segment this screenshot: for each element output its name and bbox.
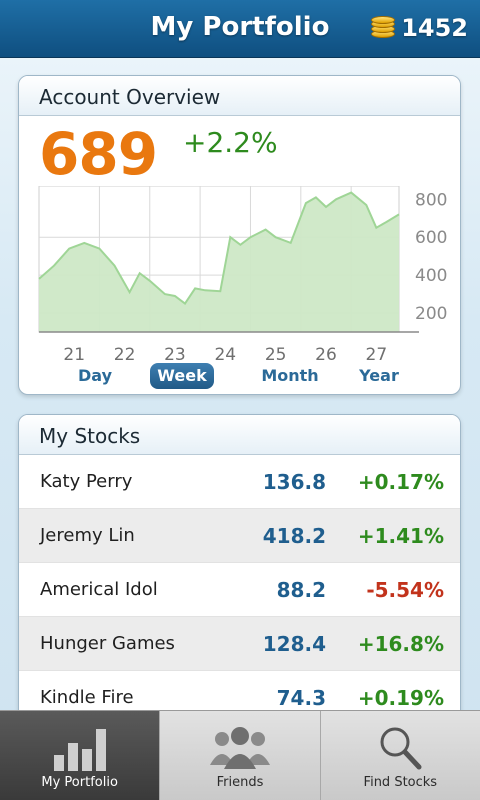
stock-list: Katy Perry 136.8 +0.17% Jeremy Lin 418.2 +1.4… [19, 455, 460, 725]
x-tick-label: 21 [63, 345, 85, 365]
x-tick-label: 22 [114, 345, 136, 365]
stock-change: +0.17% [357, 469, 444, 494]
tab-my-portfolio[interactable]: My Portfolio [0, 711, 161, 800]
people-icon [209, 727, 270, 769]
portfolio-change: +2.2% [183, 126, 278, 159]
coin-stack-icon [371, 16, 396, 40]
range-month[interactable]: Month [261, 366, 319, 385]
time-range-selector: Day Week Month Year [19, 363, 460, 391]
stock-change: -5.54% [366, 577, 444, 602]
stock-name: Kindle Fire [40, 687, 134, 708]
stock-price: 74.3 [276, 685, 326, 710]
magnifier-icon [380, 727, 422, 770]
my-stocks-card: My Stocks Katy Perry 136.8 +0.17% Jeremy Li… [18, 414, 461, 734]
stock-row[interactable]: Kindle Fire 74.3 +0.19% [19, 671, 460, 725]
x-tick-label: 26 [315, 345, 337, 365]
account-overview-title: Account Overview [19, 76, 460, 116]
range-week[interactable]: Week [150, 363, 214, 389]
stock-change: +16.8% [357, 631, 444, 656]
stock-price: 136.8 [262, 469, 326, 494]
stock-price: 88.2 [276, 577, 326, 602]
series-line [38, 191, 400, 306]
x-tick-label: 27 [366, 345, 388, 365]
stock-row[interactable]: Katy Perry 136.8 +0.17% [19, 455, 460, 509]
tab-label-my-portfolio: My Portfolio [41, 775, 118, 790]
tab-label-friends: Friends [216, 775, 264, 790]
stock-price: 418.2 [262, 523, 326, 548]
stock-row[interactable]: Jeremy Lin 418.2 +1.41% [19, 509, 460, 563]
page-title: My Portfolio [150, 12, 330, 42]
series-area [39, 192, 399, 332]
stock-change: +0.19% [357, 685, 444, 710]
tab-find-stocks[interactable]: Find Stocks [321, 711, 480, 800]
bottom-tab-bar: My Portfolio Friends Find Stocks [0, 710, 480, 800]
portfolio-value: 689 [39, 120, 158, 188]
coin-balance[interactable]: 1452 [371, 14, 468, 42]
tab-label-find-stocks: Find Stocks [363, 775, 438, 790]
stock-name: Katy Perry [40, 471, 133, 492]
stock-name: Jeremy Lin [40, 525, 135, 546]
stock-price: 128.4 [262, 631, 326, 656]
y-tick-label: 600 [415, 228, 447, 248]
x-tick-label: 23 [164, 345, 186, 365]
portfolio-chart: 800 600 400 200 21 22 23 24 25 26 27 [38, 186, 447, 365]
y-tick-label: 400 [415, 266, 447, 286]
top-bar: My Portfolio 1452 [0, 0, 480, 58]
y-tick-label: 200 [415, 304, 447, 324]
stock-change: +1.41% [357, 523, 444, 548]
bar-chart-icon [53, 729, 106, 771]
stock-row[interactable]: Hunger Games 128.4 +16.8% [19, 617, 460, 671]
x-tick-label: 24 [214, 345, 236, 365]
range-day[interactable]: Day [77, 366, 112, 385]
x-tick-label: 25 [265, 345, 287, 365]
y-tick-label: 800 [415, 190, 447, 210]
my-stocks-title: My Stocks [19, 415, 460, 455]
coin-count: 1452 [401, 14, 468, 42]
stock-name: Hunger Games [40, 633, 175, 654]
account-overview-card: Account Overview 689 +2.2% 800 600 400 200 2… [18, 75, 461, 395]
stock-row[interactable]: Americal Idol 88.2 -5.54% [19, 563, 460, 617]
stock-name: Americal Idol [40, 579, 158, 600]
tab-friends[interactable]: Friends [160, 711, 321, 800]
range-year[interactable]: Year [359, 366, 399, 385]
